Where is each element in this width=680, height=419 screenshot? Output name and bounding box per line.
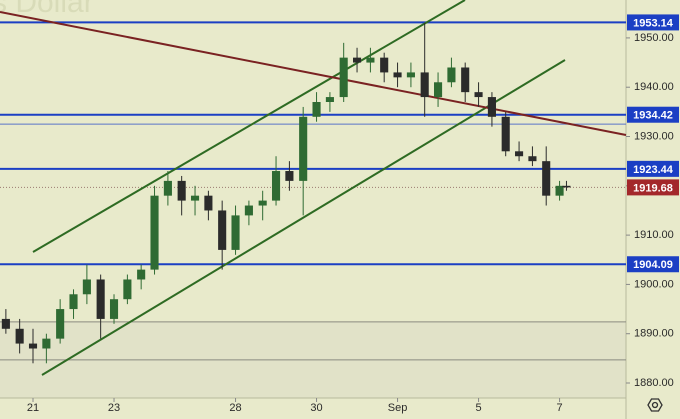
candle-body (271, 171, 281, 201)
candle-body (366, 57, 375, 63)
candle-body (123, 279, 132, 300)
candle-body (42, 338, 51, 349)
candle-body (1, 318, 10, 329)
candle-body (258, 200, 267, 206)
candle-body (28, 343, 38, 349)
candle-body (312, 102, 321, 117)
candle-body (109, 299, 119, 319)
candle-body (137, 269, 146, 280)
x-tick-label: 7 (557, 402, 563, 414)
y-tick-label: 1900.00 (634, 278, 674, 290)
candle-body (82, 279, 91, 295)
level-label-box (627, 106, 679, 123)
candle-body (339, 57, 348, 98)
settings-button[interactable] (647, 398, 663, 412)
x-tick-label: Sep (388, 402, 408, 414)
y-tick-label: 1910.00 (634, 229, 674, 241)
trend-line (0, 11, 627, 136)
candle-body (56, 309, 65, 339)
y-tick-label: 1890.00 (634, 328, 674, 340)
y-tick-label: 1880.00 (634, 377, 674, 389)
candle-body (393, 72, 402, 78)
candle-body (501, 116, 510, 152)
level-label-box (627, 160, 679, 177)
x-tick-label: 30 (310, 402, 322, 414)
candle-body (69, 294, 78, 310)
candle-body (515, 151, 524, 157)
candle-body (352, 57, 362, 63)
candle-body (461, 67, 470, 93)
channel-line (41, 59, 566, 376)
candle-body (380, 57, 389, 73)
candle-body (325, 97, 334, 103)
candle-body (562, 185, 571, 188)
watermark: s Dollar (0, 0, 94, 19)
level-label-box (627, 14, 679, 31)
candle-body (190, 195, 200, 201)
level-label: 1904.09 (633, 259, 673, 271)
y-tick-label: 1940.00 (634, 81, 674, 93)
candle-body (474, 92, 483, 98)
level-label-box (627, 256, 679, 273)
channel-line (32, 0, 466, 253)
last-price-box (627, 179, 679, 196)
x-tick-label: 5 (476, 402, 482, 414)
candle-body (487, 97, 496, 117)
candle-body (406, 72, 415, 78)
candle-body (15, 328, 24, 344)
candle-body (218, 210, 227, 250)
y-tick-label: 1950.00 (634, 32, 674, 44)
x-tick-label: 28 (229, 402, 241, 414)
candle-body (204, 195, 213, 211)
x-tick-label: 21 (27, 402, 39, 414)
candle-body (285, 171, 294, 181)
candle-body (163, 180, 172, 196)
candle-body (420, 72, 429, 98)
candle-body (434, 82, 443, 98)
candle-body (177, 180, 186, 201)
candle-body (244, 205, 253, 216)
x-tick-label: 23 (108, 402, 120, 414)
candle-body (528, 156, 537, 162)
level-label: 1923.44 (633, 164, 674, 176)
last-price-label: 1919.68 (633, 182, 673, 194)
candle-body (299, 116, 308, 181)
candle-body (150, 195, 159, 270)
y-tick-label: 1930.00 (634, 130, 674, 142)
level-label: 1934.42 (633, 110, 673, 122)
candle-body (555, 185, 564, 196)
candle-body (542, 161, 551, 196)
candle-body (231, 215, 240, 250)
candle-body (447, 67, 456, 83)
candle-body (96, 279, 105, 319)
level-label: 1953.14 (633, 17, 674, 29)
